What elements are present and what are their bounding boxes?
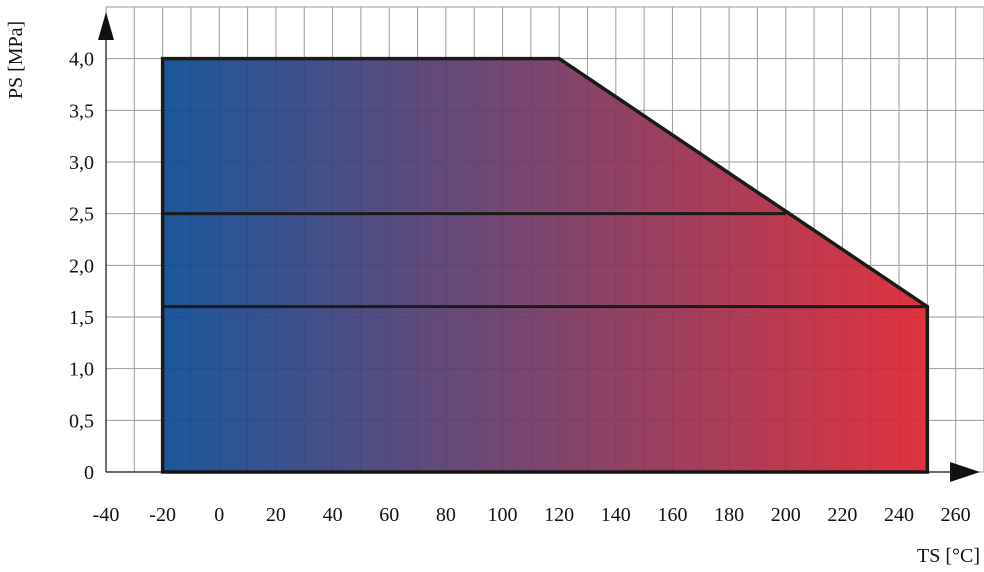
x-tick-label: 120 bbox=[544, 504, 574, 526]
x-tick-label: 200 bbox=[771, 504, 801, 526]
y-tick-label: 0 bbox=[84, 462, 94, 484]
envelope-area bbox=[160, 56, 930, 474]
x-tick-label: 260 bbox=[941, 504, 971, 526]
x-tick-label: 40 bbox=[323, 504, 343, 526]
x-axis-arrow bbox=[950, 462, 980, 482]
envelope-fill bbox=[162, 58, 928, 473]
x-tick-label: 60 bbox=[379, 504, 399, 526]
x-tick-label: 240 bbox=[884, 504, 914, 526]
y-tick-label: 3,0 bbox=[69, 152, 94, 174]
y-tick-label: 0,5 bbox=[69, 410, 94, 432]
x-tick-label: 180 bbox=[714, 504, 744, 526]
x-tick-label: 140 bbox=[601, 504, 631, 526]
x-tick-label: 20 bbox=[266, 504, 286, 526]
y-tick-label: 1,0 bbox=[69, 359, 94, 381]
y-tick-label: 3,5 bbox=[69, 100, 94, 122]
x-tick-label: -20 bbox=[149, 504, 176, 526]
axes bbox=[98, 12, 980, 482]
y-tick-label: 1,5 bbox=[69, 307, 94, 329]
x-tick-label: 220 bbox=[827, 504, 857, 526]
x-tick-label: -40 bbox=[93, 504, 120, 526]
x-tick-label: 160 bbox=[657, 504, 687, 526]
y-tick-label: 4,0 bbox=[69, 49, 94, 71]
x-axis-title: TS [°C] bbox=[917, 545, 980, 567]
x-tick-label: 100 bbox=[488, 504, 518, 526]
y-axis-title: PS [MPa] bbox=[5, 21, 27, 99]
y-axis-arrow bbox=[98, 12, 114, 40]
y-tick-label: 2,5 bbox=[69, 204, 94, 226]
y-tick-label: 2,0 bbox=[69, 255, 94, 277]
x-tick-label: 0 bbox=[214, 504, 224, 526]
tick-labels: -40 -20 0 20 40 60 80 100 120 140 160 180 200 220 240 2… bbox=[69, 49, 971, 526]
x-tick-label: 80 bbox=[436, 504, 456, 526]
